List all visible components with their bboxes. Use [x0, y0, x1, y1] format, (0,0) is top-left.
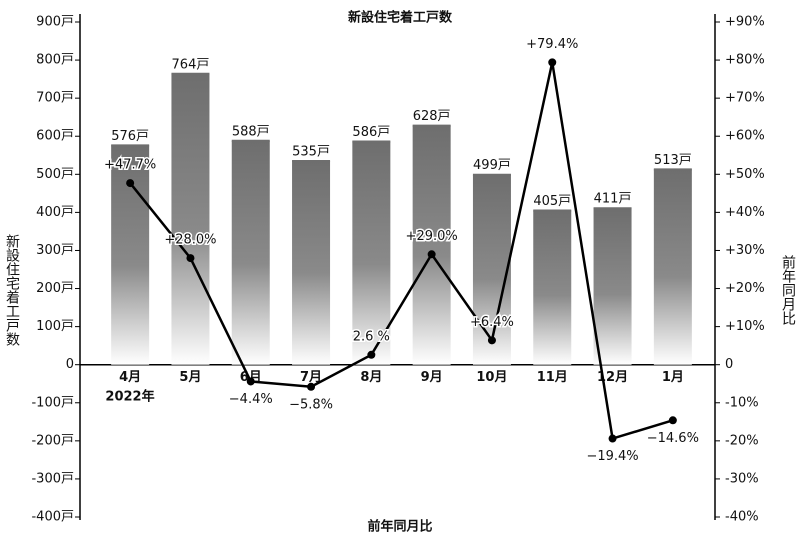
bar: [231, 140, 270, 365]
y2-tick-label: -40%: [725, 510, 759, 525]
x-tick-label: 11月: [537, 370, 568, 385]
y-tick-label: 400戸: [36, 205, 74, 220]
line-point: [668, 416, 677, 425]
y2-tick-label: +80%: [725, 53, 765, 68]
line-point: [548, 58, 557, 67]
y-tick-label: -400戸: [31, 510, 74, 525]
x-tick-label: 10月: [476, 370, 507, 385]
x-tick-label: 7月: [300, 370, 322, 385]
x-tick-label: 12月: [597, 370, 628, 385]
x-tick-label: 8月: [360, 370, 382, 385]
bar: [171, 73, 210, 365]
bottom-label: 前年同月比: [367, 519, 432, 535]
bar: [412, 125, 451, 365]
line-value-label: −4.4%: [229, 392, 273, 407]
x-tick-label: 9月: [421, 370, 443, 385]
y-tick-label: 100戸: [36, 319, 74, 334]
x-tick-label: 1月: [662, 370, 684, 385]
bar: [653, 169, 692, 365]
y2-axis-label: 前年同月比: [780, 254, 796, 325]
y-tick-label: -200戸: [31, 433, 74, 448]
line-value-label: +29.0%: [406, 229, 458, 244]
x-tick-label: 5月: [179, 370, 201, 385]
bar-value-label: 411戸: [594, 192, 632, 207]
y2-tick-label: +70%: [725, 91, 765, 106]
line-value-label: +47.7%: [104, 158, 156, 173]
line-point: [427, 250, 436, 259]
bar-value-label: 628戸: [413, 109, 451, 124]
y2-tick-label: +20%: [725, 281, 765, 296]
line-value-label: +28.0%: [164, 233, 216, 248]
y2-tick-label: +50%: [725, 167, 765, 182]
bar: [533, 210, 572, 365]
y2-tick-label: +40%: [725, 205, 765, 220]
line-point: [487, 336, 496, 345]
bar: [352, 141, 391, 365]
bar: [593, 208, 632, 365]
y-tick-label: 800戸: [36, 53, 74, 68]
y-tick-label: 600戸: [36, 129, 74, 144]
line-value-label: −14.6%: [647, 431, 699, 446]
y-tick-label: -100戸: [31, 395, 74, 410]
y2-tick-label: +30%: [725, 243, 765, 258]
line-value-label: −19.4%: [586, 449, 638, 464]
line-value-label: 2.6 %: [353, 329, 390, 344]
y-tick-label: 900戸: [36, 15, 74, 30]
bar-value-label: 588戸: [232, 124, 270, 139]
line-value-label: −5.8%: [289, 397, 333, 412]
y2-tick-label: +10%: [725, 319, 765, 334]
bar-value-label: 499戸: [473, 158, 511, 173]
y-tick-label: -300戸: [31, 471, 74, 486]
line-point: [307, 382, 316, 391]
bar-value-label: 513戸: [654, 153, 692, 168]
year-note: 2022年: [105, 389, 154, 405]
line-point: [367, 350, 376, 359]
y-tick-label: 200戸: [36, 281, 74, 296]
line-value-label: +6.4%: [470, 315, 514, 330]
y-tick-label: 300戸: [36, 243, 74, 258]
y-tick-label: 0: [66, 357, 74, 372]
y2-tick-label: +60%: [725, 129, 765, 144]
y-tick-label: 700戸: [36, 91, 74, 106]
line-point: [126, 179, 135, 188]
bar-value-label: 405戸: [533, 194, 571, 209]
bar-value-label: 576戸: [111, 129, 149, 144]
y2-tick-label: -20%: [725, 433, 759, 448]
line: [129, 62, 674, 441]
line-point: [186, 254, 195, 263]
line-point: [246, 377, 255, 386]
y-axis-label: 新設住宅着工戸数: [4, 234, 20, 346]
bar: [472, 174, 511, 365]
x-tick-label: 4月: [119, 370, 141, 385]
y2-tick-label: +90%: [725, 15, 765, 30]
y2-tick-label: -30%: [725, 471, 759, 486]
bar-value-label: 586戸: [352, 125, 390, 140]
bar-value-label: 535戸: [292, 144, 330, 159]
bar-value-label: 764戸: [172, 57, 210, 72]
line-value-label: +79.4%: [526, 37, 578, 52]
y-tick-label: 500戸: [36, 167, 74, 182]
y2-tick-label: -10%: [725, 395, 759, 410]
bar: [111, 145, 150, 365]
line-point: [608, 434, 617, 443]
chart-title: 新設住宅着工戸数: [348, 10, 453, 26]
y2-tick-label: 0: [725, 357, 733, 372]
bar: [292, 160, 331, 365]
